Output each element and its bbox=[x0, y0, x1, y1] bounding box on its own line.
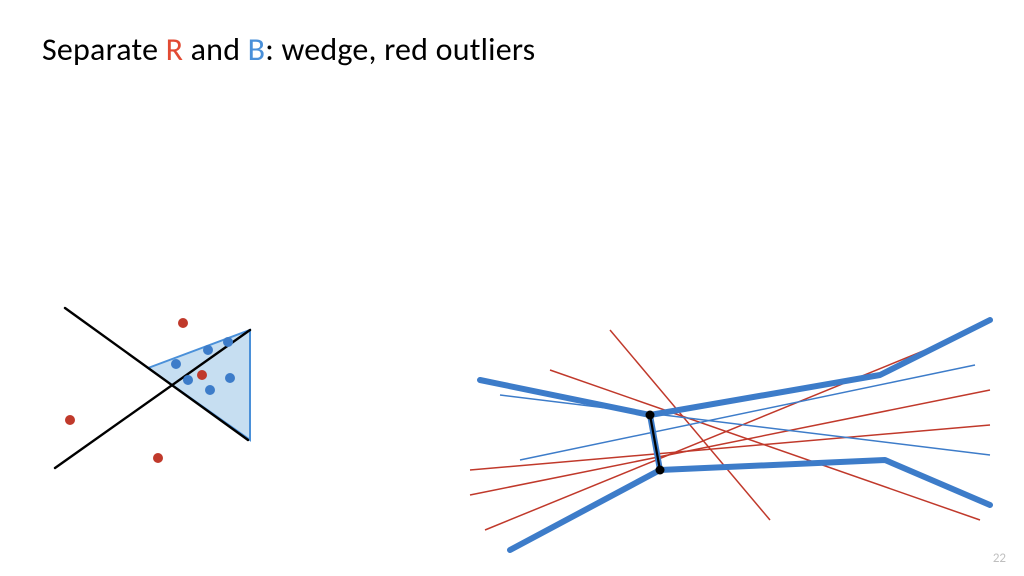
right-diagram bbox=[460, 300, 1000, 560]
thick-blue-envelope bbox=[480, 320, 990, 415]
page-number: 22 bbox=[993, 551, 1006, 566]
blue-point bbox=[183, 375, 193, 385]
thin-red-line bbox=[470, 425, 990, 470]
slide-title: Separate R and B: wedge, red outliers bbox=[42, 30, 535, 69]
black-dot bbox=[656, 466, 665, 475]
title-span: and bbox=[183, 30, 247, 69]
red-point bbox=[197, 370, 207, 380]
title-span: B bbox=[248, 30, 266, 69]
red-point bbox=[153, 453, 163, 463]
blue-point bbox=[171, 359, 181, 369]
title-span: R bbox=[166, 30, 184, 69]
red-point bbox=[65, 415, 75, 425]
left-diagram bbox=[30, 280, 290, 510]
wedge-region bbox=[148, 330, 250, 440]
thin-red-line bbox=[470, 390, 990, 495]
thick-blue-envelope bbox=[510, 460, 990, 550]
blue-point bbox=[205, 385, 215, 395]
blue-point bbox=[225, 373, 235, 383]
title-span: : wedge, red outliers bbox=[265, 30, 535, 69]
black-dot bbox=[646, 411, 655, 420]
title-span: Separate bbox=[42, 30, 166, 69]
red-point bbox=[178, 318, 188, 328]
blue-point bbox=[203, 345, 213, 355]
blue-point bbox=[223, 337, 233, 347]
